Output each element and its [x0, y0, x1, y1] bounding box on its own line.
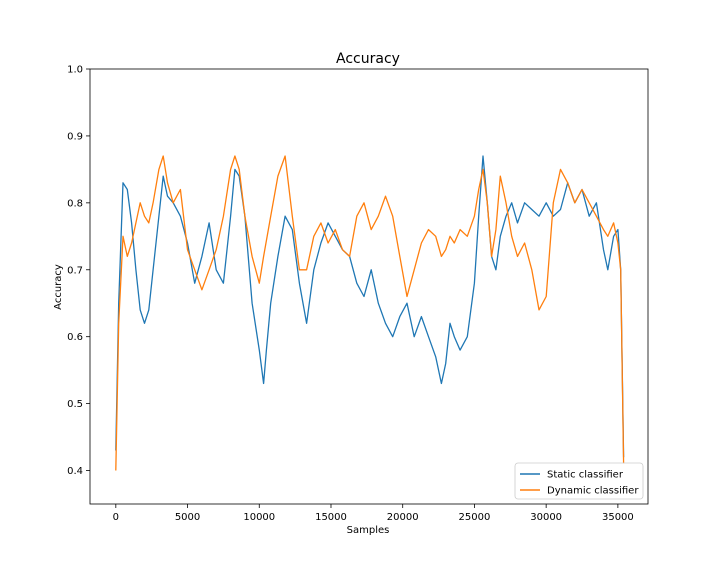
axes-frame [89, 68, 649, 505]
x-axis-label: Samples [347, 525, 390, 536]
y-tick-label: 0.5 [67, 399, 83, 410]
x-tick-label: 35000 [602, 512, 634, 523]
legend: Static classifier Dynamic classifier [514, 462, 644, 500]
y-tick-label: 0.7 [67, 265, 83, 276]
x-tick-label: 30000 [530, 512, 562, 523]
legend-box [514, 462, 644, 500]
y-tick-label: 0.6 [67, 332, 83, 343]
series-line-static-classifier [115, 155, 625, 458]
x-tick-label: 25000 [459, 512, 491, 523]
legend-label: Static classifier [547, 470, 624, 481]
legend-label: Dynamic classifier [547, 486, 639, 497]
x-tick-label: 20000 [387, 512, 419, 523]
y-axis-label: Accuracy [53, 264, 64, 310]
x-tick-label: 10000 [243, 512, 275, 523]
chart-title: Accuracy [336, 51, 400, 67]
y-tick-label: 0.8 [67, 198, 83, 209]
x-tick-label: 5000 [175, 512, 200, 523]
y-tick-label: 0.9 [67, 131, 83, 142]
y-tick-label: 1.0 [67, 65, 83, 76]
x-tick-label: 15000 [315, 512, 347, 523]
x-tick-label: 0 [113, 512, 119, 523]
plot-area: 0 5000 10000 15000 20000 25000 30000 35000 0.4 0.… [67, 65, 649, 523]
y-tick-label: 0.4 [67, 466, 83, 477]
series-line-dynamic-classifier [115, 155, 625, 471]
